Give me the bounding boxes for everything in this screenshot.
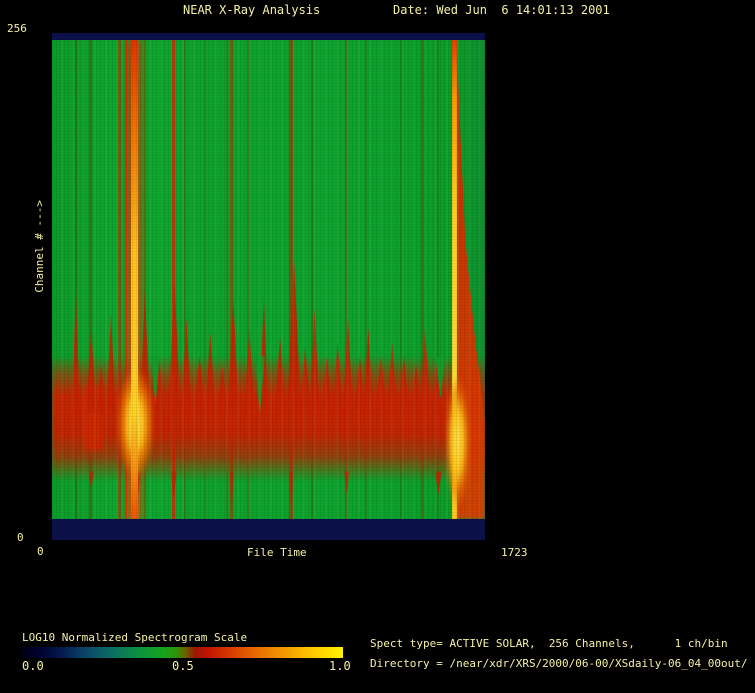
y-axis-min-label: 0 bbox=[17, 531, 24, 544]
bottom-zero-margin-band bbox=[52, 519, 485, 540]
burst-core-left bbox=[131, 40, 139, 519]
streak-faint bbox=[399, 40, 402, 519]
burst-spike bbox=[420, 327, 431, 414]
burst-spike bbox=[363, 327, 374, 414]
y-axis-label: Channel # ---> bbox=[33, 200, 46, 293]
burst-spike bbox=[96, 365, 106, 414]
decay-tail bbox=[344, 471, 350, 496]
spectrogram-heatmap bbox=[52, 40, 485, 519]
streak-red bbox=[171, 40, 175, 519]
burst-spike bbox=[139, 289, 150, 414]
burst-hotspot-right bbox=[446, 375, 473, 510]
x-axis-min-label: 0 bbox=[37, 545, 44, 558]
burst-spike bbox=[244, 327, 255, 414]
x-axis-max-label: 1723 bbox=[501, 546, 528, 559]
burst-spike bbox=[86, 327, 97, 414]
streak-brown bbox=[289, 40, 294, 519]
x-axis-label: File Time bbox=[247, 546, 307, 559]
burst-spike bbox=[217, 365, 228, 414]
colorbar-tick-max: 1.0 bbox=[329, 659, 351, 673]
colorbar-tick-mid: 0.5 bbox=[172, 659, 194, 673]
streak-faint bbox=[184, 40, 187, 519]
burst-spike bbox=[387, 341, 398, 414]
page-title: NEAR X-Ray Analysis bbox=[183, 3, 321, 17]
streak-faint bbox=[436, 40, 439, 519]
decay-tail bbox=[229, 471, 234, 515]
streak-faint bbox=[89, 40, 93, 519]
burst-core-right bbox=[451, 40, 457, 519]
burst-spike bbox=[205, 332, 216, 414]
streak-red bbox=[117, 40, 121, 519]
decay-tail bbox=[170, 471, 177, 500]
colorbar-title: LOG10 Normalized Spectrogram Scale bbox=[22, 631, 248, 644]
streak-faint bbox=[204, 40, 207, 519]
date-label: Date: Wed Jun 6 14:01:13 2001 bbox=[393, 3, 610, 17]
burst-spike bbox=[227, 298, 239, 414]
directory-label: Directory = /near/xdr/XRS/2000/06-00/XSd… bbox=[370, 657, 748, 670]
burst-spike bbox=[299, 346, 311, 414]
streak-faint bbox=[344, 40, 347, 519]
spect-type-label: Spect type= ACTIVE SOLAR, 256 Channels, … bbox=[370, 637, 728, 650]
burst-spike bbox=[71, 289, 80, 414]
streak-faint bbox=[225, 40, 228, 519]
streak-red bbox=[124, 40, 128, 519]
burst-spike bbox=[432, 360, 443, 414]
band-green-notch bbox=[435, 356, 446, 400]
streak-faint bbox=[364, 40, 367, 519]
burst-spike bbox=[168, 279, 181, 414]
burst-spike bbox=[354, 356, 366, 414]
burst-spike bbox=[309, 308, 320, 414]
burst-spike bbox=[274, 336, 286, 414]
y-axis-max-label: 256 bbox=[7, 22, 27, 35]
burst-spike bbox=[194, 356, 206, 414]
streak-faint bbox=[311, 40, 314, 519]
band-green-notch bbox=[150, 356, 161, 405]
burst-spike bbox=[398, 356, 410, 414]
streak-brown bbox=[230, 40, 234, 519]
top-zero-margin-band bbox=[52, 33, 485, 40]
decay-tail bbox=[434, 471, 442, 496]
streak-faint bbox=[144, 40, 147, 519]
band-green-notch bbox=[254, 356, 266, 414]
streak-faint bbox=[421, 40, 425, 519]
burst-spike bbox=[154, 356, 165, 414]
burst-spike bbox=[106, 313, 116, 414]
spectrogram-plot-frame bbox=[52, 33, 485, 540]
burst-spike bbox=[321, 356, 333, 414]
burst-spike bbox=[342, 317, 353, 414]
streak-faint bbox=[246, 40, 249, 519]
streak-faint bbox=[74, 40, 77, 519]
colorbar-gradient bbox=[22, 647, 343, 658]
colorbar-tick-min: 0.0 bbox=[22, 659, 44, 673]
burst-spike bbox=[332, 341, 343, 414]
decay-tail bbox=[88, 471, 94, 491]
burst-spike bbox=[181, 317, 192, 414]
decay-tail bbox=[289, 471, 294, 510]
